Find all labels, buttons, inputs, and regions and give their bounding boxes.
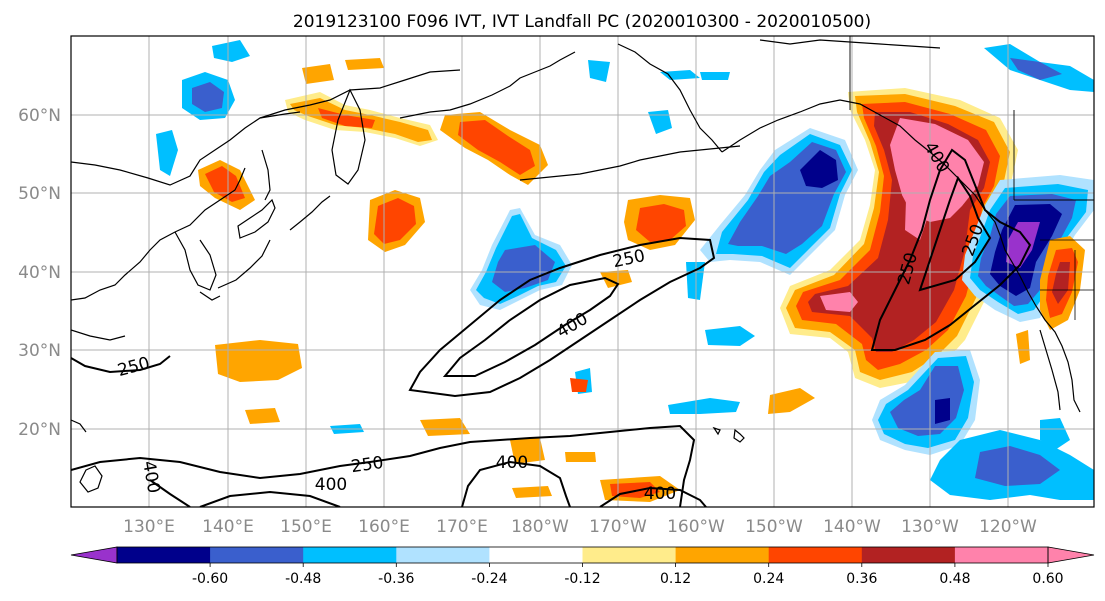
gridlines [71, 36, 1094, 507]
colorbar-tick-label: -0.36 [378, 571, 414, 587]
colorbar-tick-label: 0.24 [753, 571, 784, 587]
colorbar-segment [489, 547, 583, 563]
colorbar-tick-label: 0.12 [660, 571, 691, 587]
lon-label-150e: 150°E [280, 517, 332, 537]
latitude-labels: 60°N 50°N 40°N 30°N 20°N [18, 106, 61, 440]
figure-title: 2019123100 F096 IVT, IVT Landfall PC (20… [293, 12, 871, 32]
contour-label: 400 [644, 484, 676, 504]
lon-label-140e: 140°E [202, 517, 254, 537]
lat-label-20n: 20°N [18, 420, 61, 440]
colorbar-segment [768, 547, 863, 563]
colorbar-extend-max [1047, 546, 1095, 564]
colorbar-segment [675, 547, 770, 563]
colorbar-segment [954, 547, 1049, 563]
lat-label-60n: 60°N [18, 106, 61, 126]
coastlines [71, 36, 1094, 493]
colorbar-extend-min [70, 546, 118, 564]
colorbar-segment [582, 547, 677, 563]
colorbar-labels: -0.60 -0.48 -0.36 -0.24 -0.12 0.12 0.24 0.36 0.4… [192, 563, 1064, 587]
negative-field-southeast-pacific [330, 326, 1094, 500]
lon-label-120w: 120°W [979, 517, 1037, 537]
lon-label-130w: 130°W [901, 517, 959, 537]
colorbar-tick-label: 0.36 [846, 571, 877, 587]
lon-label-150w: 150°W [745, 517, 803, 537]
colorbar [70, 546, 1095, 564]
contour-label: 400 [496, 453, 528, 473]
lat-label-50n: 50°N [18, 184, 61, 204]
negative-field-gulf-of-alaska [686, 128, 858, 300]
lon-label-140w: 140°W [823, 517, 881, 537]
lat-label-40n: 40°N [18, 263, 61, 283]
map-content: 250 400 250 250 400 250 400 400 400 250 … [71, 36, 1094, 507]
colorbar-segment [303, 547, 397, 563]
lon-label-160w: 160°W [667, 517, 725, 537]
colorbar-tick-label: -0.24 [471, 571, 507, 587]
colorbar-tick-label: -0.48 [285, 571, 321, 587]
colorbar-segment [396, 547, 490, 563]
longitude-labels: 130°E 140°E 150°E 160°E 170°E 180°W 170°… [123, 517, 1037, 537]
colorbar-segment [210, 547, 304, 563]
lon-label-130e: 130°E [123, 517, 175, 537]
contour-label: 400 [315, 475, 347, 495]
lon-label-170w: 170°W [589, 517, 647, 537]
colorbar-segment [117, 547, 211, 563]
colorbar-tick-label: 0.60 [1032, 571, 1063, 587]
lon-label-160e: 160°E [358, 517, 410, 537]
lat-label-30n: 30°N [18, 341, 61, 361]
negative-field-northwest [156, 40, 1094, 176]
lon-label-180w: 180°W [511, 517, 569, 537]
contour-label: 250 [350, 453, 385, 477]
map-border [70, 35, 1095, 508]
colorbar-segment [861, 547, 956, 563]
colorbar-tick-label: 0.48 [939, 571, 970, 587]
colorbar-tick-label: -0.12 [564, 571, 600, 587]
negative-field-central-pacific [470, 208, 572, 310]
ivt-contours [71, 148, 1032, 507]
lon-label-170e: 170°E [436, 517, 488, 537]
colorbar-tick-label: -0.60 [192, 571, 228, 587]
